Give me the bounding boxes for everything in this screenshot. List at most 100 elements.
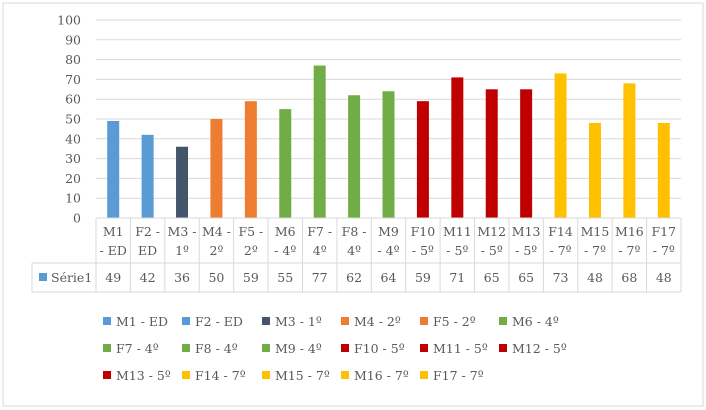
legend-swatch	[262, 371, 270, 379]
y-tick-label: 100	[57, 13, 81, 28]
category-label: M12	[477, 224, 506, 239]
bar	[451, 77, 464, 218]
legend-swatch	[420, 317, 428, 325]
legend-entry: M12 - 5º	[512, 341, 567, 356]
category-label: M9	[378, 224, 399, 239]
category-label: - 5º	[412, 243, 434, 258]
bar	[588, 122, 601, 218]
data-label: 68	[621, 270, 637, 285]
data-label: 59	[243, 270, 259, 285]
category-label: - 7º	[550, 243, 572, 258]
legend-entry: M3 - 1º	[275, 314, 322, 329]
y-tick-label: 30	[65, 151, 81, 166]
category-label: F14	[548, 224, 573, 239]
legend-entry: F17 - 7º	[433, 368, 484, 383]
data-label: 50	[208, 270, 224, 285]
data-label: 48	[587, 270, 603, 285]
category-label: - 7º	[618, 243, 640, 258]
legend-swatch	[420, 344, 428, 352]
series-name: Série1	[51, 270, 92, 285]
category-label: M3 -	[168, 224, 197, 239]
legend-swatch	[499, 344, 507, 352]
category-label: 2º	[210, 243, 224, 258]
legend-swatch	[341, 317, 349, 325]
y-tick-label: 60	[65, 92, 81, 107]
y-tick-label: 80	[65, 52, 81, 67]
category-label: F17	[651, 224, 676, 239]
category-label: M4 -	[202, 224, 231, 239]
data-label: 48	[656, 270, 672, 285]
category-label: - 7º	[653, 243, 675, 258]
category-label: - 7º	[584, 243, 606, 258]
category-label: F8 -	[342, 224, 367, 239]
y-tick-label: 90	[65, 32, 81, 47]
legend-entry: F2 - ED	[195, 314, 243, 329]
series-key-swatch	[39, 273, 47, 281]
category-label: F7 -	[307, 224, 332, 239]
category-label: M6	[275, 224, 296, 239]
data-label: 55	[277, 270, 293, 285]
legend-entry: F10 - 5º	[354, 341, 405, 356]
bar	[520, 89, 533, 218]
category-label: - 5º	[515, 243, 537, 258]
legend-swatch	[103, 344, 111, 352]
category-label: F10	[411, 224, 436, 239]
data-label: 59	[415, 270, 431, 285]
legend-entry: M13 - 5º	[116, 368, 171, 383]
category-label: M11	[443, 224, 472, 239]
bar	[416, 101, 429, 218]
legend-swatch	[182, 317, 190, 325]
y-tick-label: 70	[65, 72, 81, 87]
bar	[176, 146, 189, 218]
data-label: 62	[346, 270, 362, 285]
bar	[348, 95, 361, 218]
category-label: M16	[615, 224, 644, 239]
bar	[313, 65, 326, 218]
bar	[382, 91, 395, 218]
category-label: 1º	[175, 243, 189, 258]
category-label: 4º	[313, 243, 327, 258]
data-label: 64	[381, 270, 397, 285]
bar	[244, 101, 257, 218]
legend-swatch	[103, 371, 111, 379]
legend-swatch	[103, 317, 111, 325]
category-label: M13	[512, 224, 541, 239]
category-label: 2º	[244, 243, 258, 258]
legend-swatch	[341, 344, 349, 352]
category-label: - ED	[100, 243, 127, 258]
legend-swatch	[499, 317, 507, 325]
category-label: - 4º	[377, 243, 399, 258]
bar	[141, 134, 154, 218]
legend-entry: M1 - ED	[116, 314, 168, 329]
legend-entry: M9 - 4º	[275, 341, 322, 356]
legend-entry: M6 - 4º	[512, 314, 559, 329]
y-tick-label: 0	[73, 211, 81, 226]
data-label: 36	[174, 270, 190, 285]
data-label: 77	[312, 270, 328, 285]
category-label: - 4º	[274, 243, 296, 258]
legend-swatch	[420, 371, 428, 379]
bar	[210, 119, 223, 218]
y-tick-label: 10	[65, 191, 81, 206]
bar	[279, 109, 292, 218]
legend-swatch	[262, 344, 270, 352]
data-label: 42	[140, 270, 156, 285]
bar	[107, 120, 120, 218]
legend-entry: M16 - 7º	[354, 368, 409, 383]
legend-swatch	[341, 371, 349, 379]
bar	[657, 122, 670, 218]
legend-entry: M15 - 7º	[275, 368, 330, 383]
legend-entry: F8 - 4º	[195, 341, 238, 356]
y-tick-label: 50	[65, 112, 81, 127]
legend-entry: M11 - 5º	[433, 341, 488, 356]
legend-swatch	[182, 371, 190, 379]
legend-entry: M4 - 2º	[354, 314, 401, 329]
data-label: 71	[449, 270, 465, 285]
category-label: F2 -	[135, 224, 160, 239]
bar	[623, 83, 636, 218]
legend-swatch	[262, 317, 270, 325]
data-label: 73	[553, 270, 569, 285]
data-label: 65	[518, 270, 534, 285]
